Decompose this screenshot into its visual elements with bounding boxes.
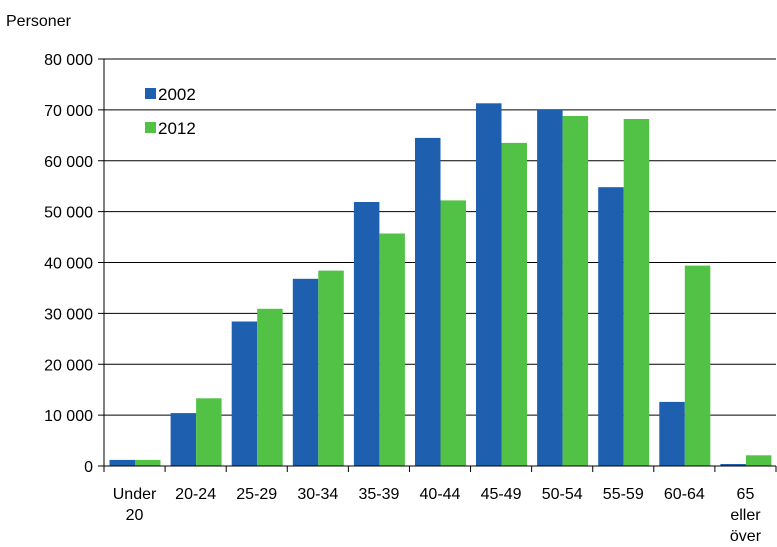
y-tick-labels: 0 10 000 20 000 30 000 40 000 50 000 60 000 70 … [44, 52, 93, 476]
bar-2002-0 [109, 459, 135, 466]
bar-2012-10 [745, 455, 772, 466]
bar-2002-5 [415, 137, 441, 466]
x-tick-label: 55-59 [603, 486, 644, 503]
x-tick-label: 35-39 [358, 486, 399, 503]
legend-label-2012: 2012 [158, 119, 196, 138]
axes [98, 58, 777, 472]
bar-2002-1 [170, 413, 197, 466]
bar-2002-8 [598, 187, 624, 466]
bar-2002-7 [537, 109, 563, 467]
x-tick-label: 40-44 [420, 486, 461, 503]
y-tick-label: 50 000 [44, 205, 93, 222]
y-tick-label: 0 [84, 459, 93, 476]
y-tick-label: 30 000 [44, 306, 93, 323]
bar-2012-6 [501, 142, 527, 466]
legend-swatch-2012 [145, 122, 156, 133]
x-tick-label: 60-64 [664, 486, 705, 503]
bar-2012-5 [440, 200, 466, 466]
bar-2012-0 [135, 459, 161, 466]
legend: 2002 2012 [145, 85, 196, 138]
y-tick-label: 40 000 [44, 256, 93, 273]
bars-group [109, 103, 772, 467]
bar-2012-9 [684, 265, 711, 466]
bar-2012-3 [318, 270, 344, 466]
bar-2012-4 [379, 233, 405, 466]
x-tick-label: 45-49 [481, 486, 522, 503]
y-tick-label: 10 000 [44, 408, 93, 425]
bar-2012-1 [196, 398, 222, 466]
legend-swatch-2002 [145, 88, 156, 99]
y-tick-label: 20 000 [44, 357, 93, 374]
bar-2012-7 [562, 116, 589, 466]
bar-2002-6 [476, 103, 502, 467]
legend-label-2002: 2002 [158, 85, 196, 104]
y-tick-label: 80 000 [44, 52, 93, 69]
y-tick-label: 60 000 [44, 154, 93, 171]
bar-2002-4 [353, 202, 380, 466]
x-tick-label: 30-34 [297, 486, 338, 503]
x-tick-labels: Under 20 20-24 25-29 30-34 35-39 40-44 45-49 50-… [113, 486, 762, 545]
y-axis-title: Personer [6, 13, 72, 30]
bar-2002-10 [720, 464, 746, 466]
x-tick-label: 65 eller över [730, 486, 762, 545]
x-tick-label: 25-29 [236, 486, 277, 503]
bar-2002-3 [292, 278, 319, 466]
bar-2002-9 [659, 401, 685, 466]
x-tick-label: 20-24 [175, 486, 216, 503]
bar-2002-2 [231, 321, 258, 466]
bar-2012-8 [623, 119, 650, 466]
y-tick-label: 70 000 [44, 103, 93, 120]
bar-2012-2 [257, 308, 283, 466]
x-tick-label: 50-54 [542, 486, 583, 503]
x-tick-label: Under 20 [113, 486, 157, 524]
